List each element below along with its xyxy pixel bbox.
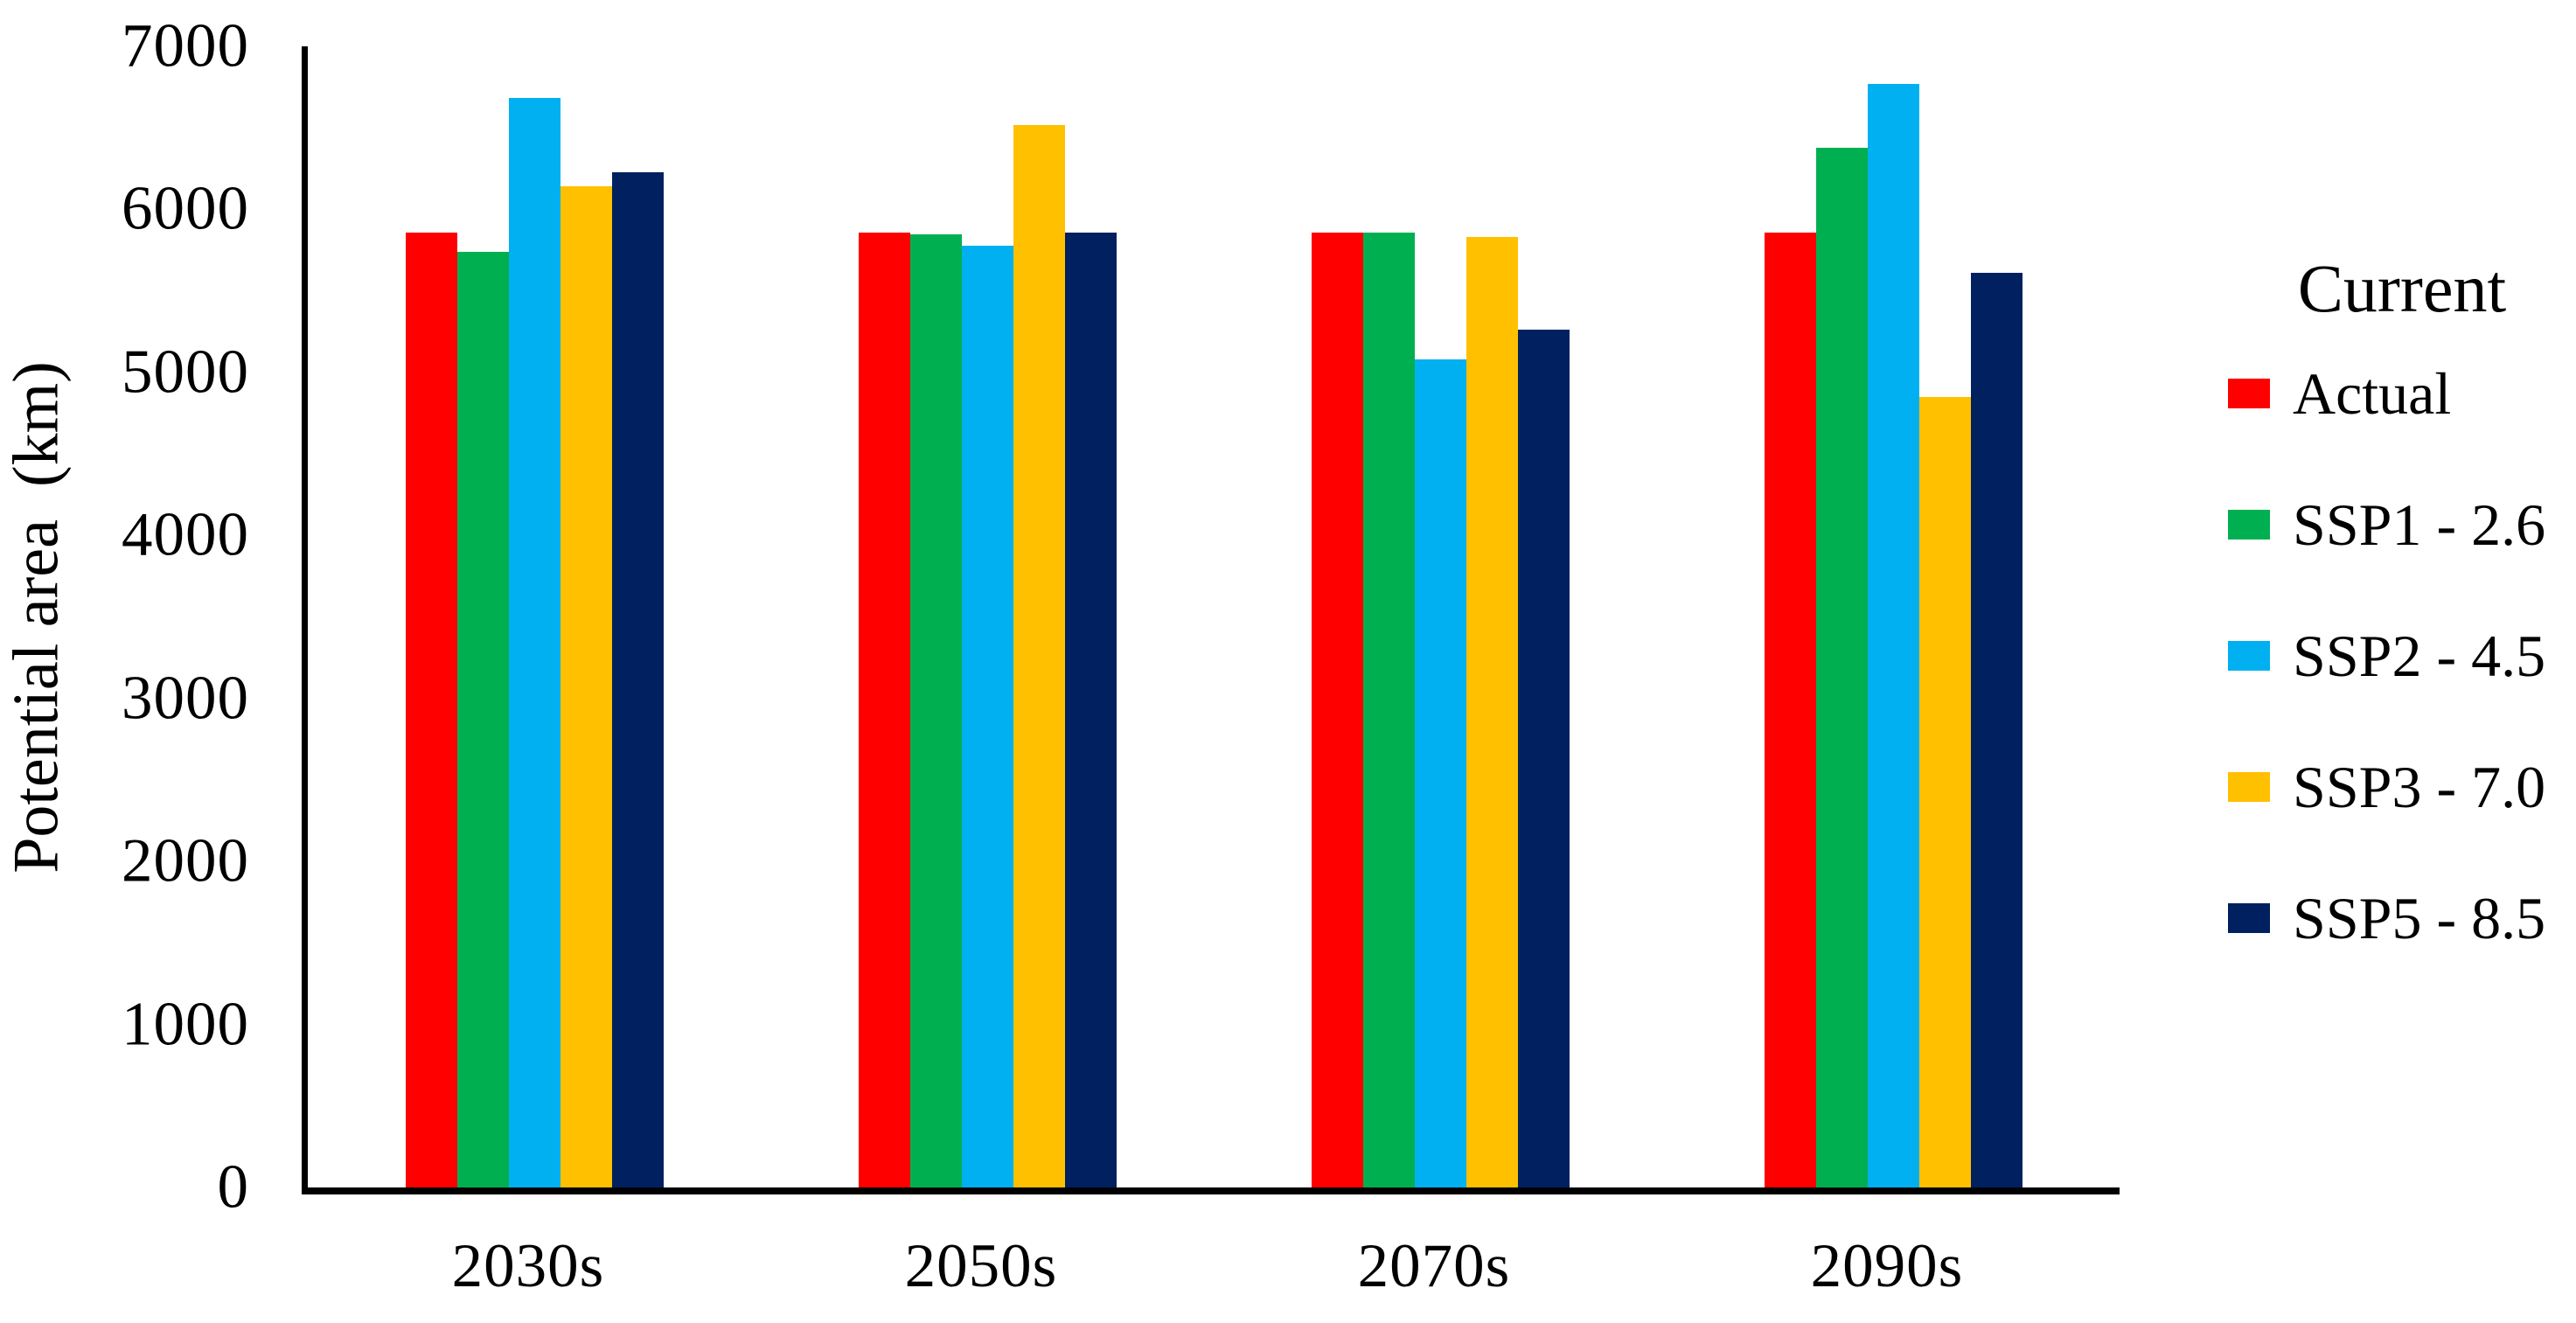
legend-swatch-icon — [2228, 379, 2270, 408]
legend-item-SSP3-7.0: SSP3 - 7.0 — [2228, 721, 2576, 853]
plot-area — [302, 46, 2120, 1194]
legend: Current Actual SSP1 - 2.6 SSP2 - 4.5 SSP3 -… — [2228, 249, 2576, 984]
legend-swatch-icon — [2228, 510, 2270, 540]
y-tick-label-6000: 6000 — [122, 174, 249, 243]
bar-SSP1-2.6-2030s — [456, 251, 509, 1187]
bar-group-2030s — [308, 46, 761, 1187]
x-axis-label-2090s: 2090s — [1810, 1232, 1964, 1300]
x-axis-label-2070s: 2070s — [1357, 1232, 1511, 1300]
legend-item-SSP1-2.6: SSP1 - 2.6 — [2228, 459, 2576, 590]
bar-SSP3-7.0-2090s — [1918, 396, 1971, 1187]
bar-group-2050s — [761, 46, 1214, 1187]
legend-swatch-icon — [2228, 903, 2270, 933]
x-axis-label-2050s: 2050s — [904, 1232, 1058, 1300]
bar-Actual-2050s — [858, 232, 910, 1187]
y-tick-label-7000: 7000 — [122, 11, 249, 80]
legend-item-SSP5-8.5: SSP5 - 8.5 — [2228, 853, 2576, 984]
bar-SSP5-8.5-2070s — [1517, 330, 1570, 1187]
bar-SSP5-8.5-2050s — [1064, 232, 1117, 1187]
y-tick-label-4000: 4000 — [122, 500, 249, 569]
bar-SSP2-4.5-2030s — [508, 97, 560, 1187]
bar-SSP1-2.6-2090s — [1815, 147, 1868, 1187]
bar-Actual-2030s — [405, 232, 457, 1187]
bar-group-2090s — [1667, 46, 2120, 1187]
bar-SSP3-7.0-2070s — [1466, 237, 1518, 1187]
legend-items: Actual SSP1 - 2.6 SSP2 - 4.5 SSP3 - 7.0 SSP5… — [2228, 328, 2576, 984]
legend-item-label: SSP1 - 2.6 — [2293, 491, 2546, 558]
bar-SSP3-7.0-2050s — [1013, 124, 1065, 1187]
legend-swatch-icon — [2228, 641, 2270, 671]
legend-item-label: Actual — [2293, 359, 2452, 427]
bar-Actual-2090s — [1764, 232, 1816, 1187]
bar-SSP2-4.5-2070s — [1414, 359, 1466, 1187]
legend-item-label: SSP2 - 4.5 — [2293, 622, 2546, 689]
bar-SSP2-4.5-2050s — [961, 246, 1013, 1187]
y-tick-label-5000: 5000 — [122, 338, 249, 407]
legend-swatch-icon — [2228, 772, 2270, 802]
bar-SSP5-8.5-2030s — [611, 171, 664, 1187]
legend-title: Current — [2297, 250, 2507, 326]
x-axis-label-2030s: 2030s — [451, 1232, 605, 1300]
y-tick-label-2000: 2000 — [122, 826, 249, 895]
y-tick-label-1000: 1000 — [122, 990, 249, 1059]
legend-item-SSP2-4.5: SSP2 - 4.5 — [2228, 590, 2576, 721]
y-axis-tick-labels: 0 1000 2000 3000 4000 5000 6000 7000 — [0, 0, 249, 1323]
bar-SSP2-4.5-2090s — [1867, 83, 1919, 1187]
bar-SSP1-2.6-2070s — [1362, 232, 1415, 1187]
legend-item-label: SSP5 - 8.5 — [2293, 884, 2546, 951]
y-tick-label-0: 0 — [217, 1152, 249, 1222]
bar-SSP1-2.6-2050s — [909, 234, 962, 1187]
bar-Actual-2070s — [1311, 232, 1363, 1187]
bar-SSP5-8.5-2090s — [1970, 273, 2023, 1187]
legend-item-label: SSP3 - 7.0 — [2293, 753, 2546, 820]
legend-item-Actual: Actual — [2228, 328, 2576, 459]
bar-group-2070s — [1214, 46, 1667, 1187]
y-tick-label-3000: 3000 — [122, 664, 249, 733]
bar-SSP3-7.0-2030s — [560, 186, 612, 1187]
